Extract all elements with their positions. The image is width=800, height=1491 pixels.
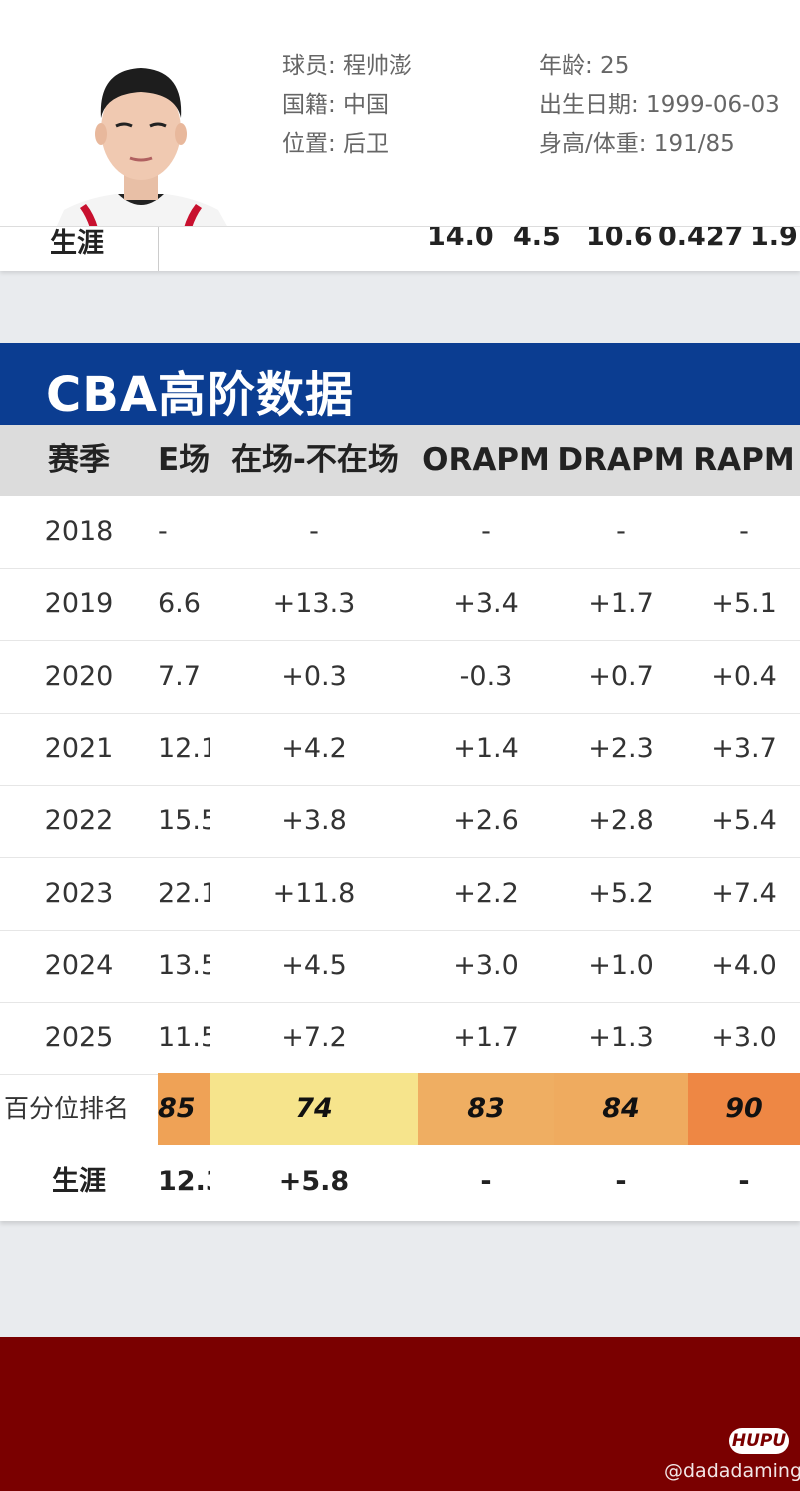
stat-cell: 13.5 [158,949,210,981]
stat-cell: +3.8 [281,805,347,837]
career-value: - [738,1166,750,1197]
header-drapm[interactable]: DRAPM [557,442,685,478]
table-header: 赛季 E场 在场-不在场 ORAPM DRAPM RAPM [0,425,800,496]
basic-career-value: 14.0 [427,226,494,252]
stat-cell: 12.1 [158,732,210,764]
stat-cell: - [739,516,749,547]
stat-cell: +1.0 [588,949,654,981]
table-row[interactable]: 2023 22.1 +11.8 +2.2 +5.2 +7.4 [0,858,800,931]
stat-cell: +2.2 [453,877,519,909]
basic-career-value: 1.9 [750,226,798,252]
stat-cell: 6.6 [158,588,201,620]
stat-cell: +1.4 [453,732,519,764]
rank-label: 百分位排名 [4,1094,130,1123]
section-title: CBA高阶数据 [46,367,354,423]
column-divider [158,227,159,271]
stat-cell: +3.0 [711,1022,777,1054]
season-cell: 2021 [44,732,114,764]
table-row[interactable]: 2018 - - - - - [0,496,800,569]
career-value: - [615,1166,627,1197]
stat-cell: -0.3 [459,660,513,692]
player-card: 球员: 程帅澎 国籍: 中国 位置: 后卫 年龄: 25 出生日期: 1999-… [0,0,800,271]
table-row[interactable]: 2021 12.1 +4.2 +1.4 +2.3 +3.7 [0,713,800,786]
rank-value: 85 [158,1073,210,1145]
rank-value: 90 [688,1073,800,1145]
stat-cell: +1.3 [588,1022,654,1054]
career-value: 12.3 [158,1166,210,1197]
career-row: 生涯 12.3 +5.8 - - - [0,1146,800,1218]
stat-cell: +5.4 [711,805,777,837]
stat-cell: +7.2 [281,1022,347,1054]
table-row[interactable]: 2019 6.6 +13.3 +3.4 +1.7 +5.1 [0,568,800,642]
stat-cell: +5.2 [588,877,654,909]
career-label: 生涯 [52,1166,106,1197]
player-birthdate: 出生日期: 1999-06-03 [539,92,780,118]
advanced-stats-table[interactable]: 赛季 E场 在场-不在场 ORAPM DRAPM RAPM 2018- - - - -2… [0,425,800,1221]
stat-cell: 22.1 [158,877,210,909]
season-cell: 2019 [44,588,114,620]
stat-cell: +4.0 [711,949,777,981]
season-cell: 2023 [44,877,114,909]
basic-career-value: 10.6 [586,226,653,252]
season-cell: 2020 [44,660,114,692]
stat-cell: - [309,516,319,547]
stat-cell: +5.1 [711,588,777,620]
stat-cell: +3.4 [453,588,519,620]
stat-cell: - [481,516,491,547]
season-cell: 2022 [44,805,114,837]
watermark: @dadadaming [664,1460,800,1482]
stat-cell: +2.6 [453,805,519,837]
stat-cell: +0.7 [588,660,654,692]
basic-career-row: 生涯 14.0 4.5 10.6 0.427 1.9 [0,226,800,271]
hupu-logo: HUPU [729,1428,789,1454]
footer: HUPU @dadadaming [0,1337,800,1491]
player-avatar [46,38,236,228]
stat-cell: +1.7 [453,1022,519,1054]
stat-cell: +3.0 [453,949,519,981]
stat-cell: +7.4 [711,877,777,909]
rank-value: 83 [418,1073,554,1145]
header-orapm[interactable]: ORAPM [422,442,550,478]
header-on-off[interactable]: 在场-不在场 [231,442,399,478]
stat-cell: +11.8 [272,877,356,909]
stat-cell: +4.5 [281,949,347,981]
stat-cell: 11.5 [158,1022,210,1054]
stat-cell: +2.8 [588,805,654,837]
rank-value: 74 [210,1073,418,1145]
stat-cell: +13.3 [272,588,356,620]
player-age: 年龄: 25 [539,53,630,79]
career-value: - [480,1166,492,1197]
season-cell: 2025 [44,1022,114,1054]
table-row[interactable]: 2025 11.5 +7.2 +1.7 +1.3 +3.0 [0,1002,800,1076]
stat-cell: 15.5 [158,805,210,837]
stat-cell: - [158,516,168,547]
stat-cell: +4.2 [281,732,347,764]
basic-career-label: 生涯 [50,228,104,259]
stat-cell: +2.3 [588,732,654,764]
career-value: +5.8 [278,1166,350,1197]
header-rapm[interactable]: RAPM [693,442,795,478]
player-height-weight: 身高/体重: 191/85 [539,131,735,157]
header-on-court[interactable]: E场 [158,442,210,478]
table-row[interactable]: 2022 15.5 +3.8 +2.6 +2.8 +5.4 [0,785,800,859]
stat-cell: 7.7 [158,660,201,692]
player-name: 球员: 程帅澎 [282,53,413,79]
basic-career-value: 0.427 [658,226,744,252]
header-season[interactable]: 赛季 [48,442,110,478]
stat-cell: +1.7 [588,588,654,620]
stat-cell: +3.7 [711,732,777,764]
season-cell: 2018 [44,516,114,547]
season-cell: 2024 [44,949,114,981]
stat-cell: +0.3 [281,660,347,692]
rank-value: 84 [554,1073,688,1145]
stat-cell: - [616,516,626,547]
table-row[interactable]: 2024 13.5 +4.5 +3.0 +1.0 +4.0 [0,930,800,1003]
player-nationality: 国籍: 中国 [282,92,390,118]
basic-career-value: 4.5 [513,226,561,252]
section-banner: CBA高阶数据 [0,343,800,425]
player-position: 位置: 后卫 [282,131,390,157]
percentile-rank-row: 百分位排名 85 74 83 84 90 [0,1073,800,1145]
table-row[interactable]: 2020 7.7 +0.3 -0.3 +0.7 +0.4 [0,641,800,714]
stat-cell: +0.4 [711,660,777,692]
